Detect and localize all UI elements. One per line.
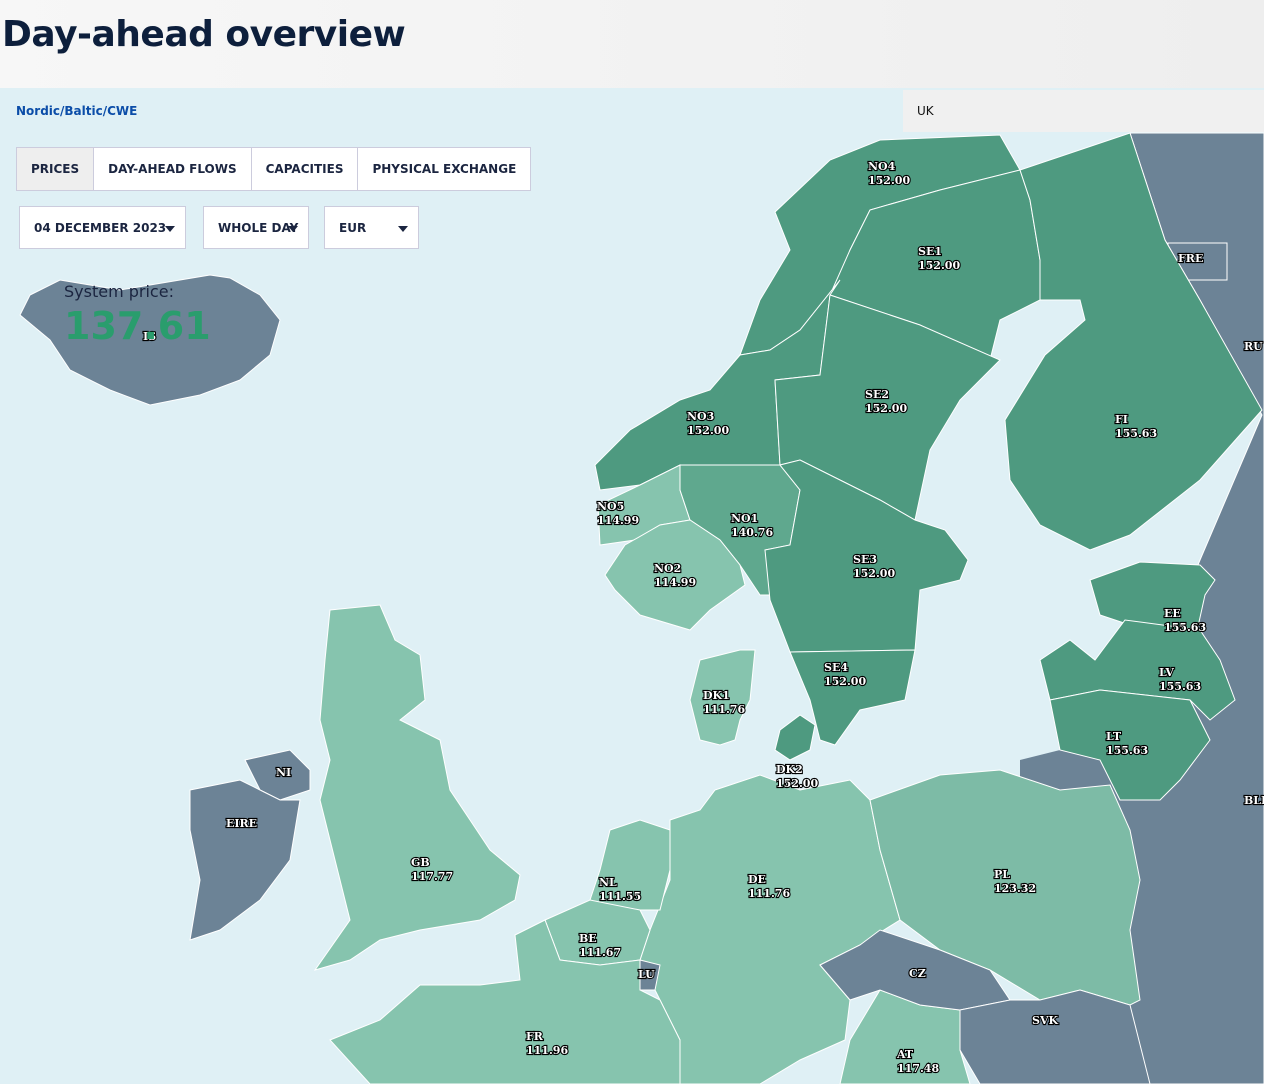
region-code: DE: [748, 873, 766, 886]
region-code: PL: [994, 868, 1010, 881]
region-price: 152.00: [776, 777, 818, 790]
region-price: 155.63: [1106, 744, 1148, 757]
region-code: IS: [143, 330, 156, 343]
tab[interactable]: UK: [903, 90, 1264, 132]
region: [774, 714, 816, 761]
region-code: NO3: [687, 410, 714, 423]
region: [764, 459, 969, 653]
region-price: 111.67: [579, 946, 621, 959]
header: Day-ahead overview: [0, 0, 1264, 88]
region-code: NI: [276, 766, 291, 779]
region-price: 152.00: [918, 259, 960, 272]
dropdown-text: WHOLE DAY: [218, 221, 299, 235]
region-price: 152.00: [868, 174, 910, 187]
region-code: NO2: [654, 562, 681, 575]
button[interactable]: CAPACITIES: [252, 148, 359, 190]
region-code: LT: [1106, 730, 1122, 743]
region-code: AT: [896, 1048, 914, 1061]
region-code: RU: [1244, 340, 1263, 353]
region-code: SE2: [865, 388, 889, 401]
dropdown[interactable]: EUR: [324, 206, 419, 249]
region: [1004, 132, 1263, 551]
region-price: 117.48: [897, 1062, 939, 1075]
region: [1089, 561, 1216, 641]
region: [689, 649, 756, 746]
region-price: 155.63: [1164, 621, 1206, 634]
region-price: 111.76: [748, 887, 790, 900]
region-code: LU: [638, 968, 655, 981]
region-price: 152.00: [687, 424, 729, 437]
region-price: 152.00: [865, 402, 907, 415]
region-code: NO4: [868, 160, 896, 173]
region-price: 155.63: [1159, 680, 1201, 693]
region-code: NO5: [597, 500, 624, 513]
region: [639, 959, 661, 991]
region-code: CZ: [909, 967, 926, 980]
region-price: 152.00: [824, 675, 866, 688]
region: [604, 519, 746, 631]
region-code: BE: [579, 932, 597, 945]
region-code: FR: [526, 1030, 544, 1043]
region-code: NL: [599, 876, 617, 889]
region-code: EE: [1164, 607, 1181, 620]
arrow: [288, 226, 298, 232]
system-price-value: 137.61: [64, 304, 211, 348]
region: [313, 604, 521, 971]
region-code: SVK: [1032, 1014, 1058, 1027]
region-code: SE1: [918, 245, 942, 258]
region-code: FI: [1115, 413, 1128, 426]
region-price: 114.99: [597, 514, 639, 527]
region-code: NO1: [731, 512, 758, 525]
arrow: [398, 226, 408, 232]
region-code: SE3: [853, 553, 877, 566]
page-title: Day-ahead overview: [2, 14, 406, 55]
button[interactable]: PHYSICAL EXCHANGE: [372, 162, 517, 176]
region-code: DK2: [776, 763, 803, 776]
region-code: BLR: [1244, 794, 1264, 807]
region-price: 111.76: [703, 703, 745, 716]
region-price: 155.63: [1115, 427, 1157, 440]
region-price: 152.00: [853, 567, 895, 580]
region-price: 123.32: [994, 882, 1036, 895]
dropdown-text: EUR: [339, 221, 367, 235]
dropdown-text: 04 DECEMBER 2023: [34, 221, 167, 235]
region-price: 114.99: [654, 576, 696, 589]
region-code: SE4: [824, 661, 848, 674]
region-code: FRE: [1178, 252, 1203, 265]
region-price: 117.77: [411, 870, 453, 883]
region: [869, 769, 1141, 1006]
dropdown[interactable]: 04 DECEMBER 2023: [19, 206, 186, 249]
region: [189, 779, 301, 941]
arrow: [165, 226, 175, 232]
region-code: LV: [1159, 666, 1174, 679]
region-price: 111.55: [599, 890, 641, 903]
button-group: PRICES DAY-AHEAD FLOWS CAPACITIES PHYSIC…: [16, 147, 532, 191]
region-code: DK1: [703, 689, 730, 702]
region: [959, 989, 1151, 1084]
dropdown[interactable]: WHOLE DAY: [203, 206, 309, 249]
button[interactable]: DAY-AHEAD FLOWS: [94, 148, 252, 190]
region: [329, 919, 681, 1084]
tab[interactable]: Nordic/Baltic/CWE: [16, 104, 138, 118]
region: [1049, 689, 1211, 801]
region: [589, 819, 671, 911]
region-price: 140.76: [731, 526, 773, 539]
region: [19, 274, 281, 406]
button[interactable]: PRICES: [17, 148, 95, 190]
region-price: 111.96: [526, 1044, 568, 1057]
region-code: EIRE: [226, 817, 257, 830]
region-code: GB: [411, 856, 430, 869]
system-price-label: System price:: [64, 282, 174, 301]
region: [789, 649, 916, 746]
